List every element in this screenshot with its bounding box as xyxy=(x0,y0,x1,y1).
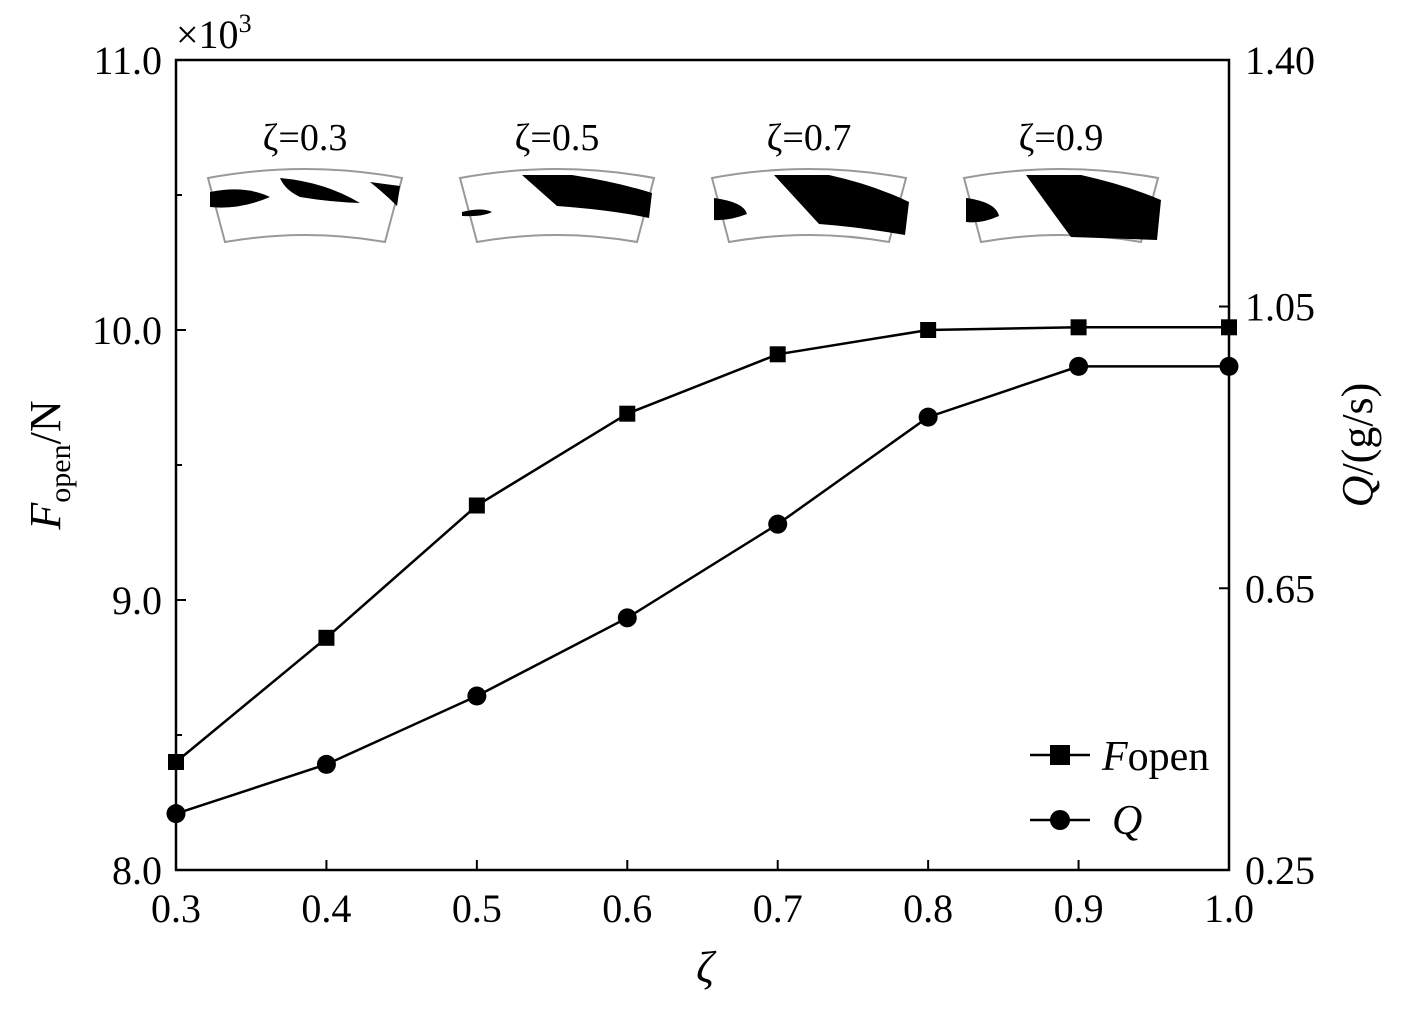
x-axis-title: ζ xyxy=(696,943,717,992)
inset-region xyxy=(966,198,999,223)
legend-q-label: Q xyxy=(1112,798,1142,844)
x-tick-label: 0.8 xyxy=(903,886,953,931)
y-right-tick-label: 1.40 xyxy=(1245,38,1315,83)
y-right-tick-label: 0.25 xyxy=(1245,848,1315,893)
inset-3: ζ=0.7 xyxy=(710,117,909,244)
y-left-tick-label: 11.0 xyxy=(93,38,162,83)
fopen-point xyxy=(920,322,937,338)
inset-4: ζ=0.9 xyxy=(962,117,1161,244)
legend-fopen-marker xyxy=(1050,745,1070,765)
q-point xyxy=(166,804,186,824)
x-tick-label: 0.4 xyxy=(301,886,351,931)
q-point xyxy=(467,686,487,706)
inset-2: ζ=0.5 xyxy=(458,117,656,244)
legend-fopen-label: Fopen xyxy=(1101,734,1209,780)
x-tick-label: 0.5 xyxy=(452,886,502,931)
series-line-fopen xyxy=(175,326,1229,763)
y-right-axis-title: Q/(g/s) xyxy=(1333,383,1382,508)
fopen-point xyxy=(619,405,636,422)
y-left-tick-label: 9.0 xyxy=(112,578,162,623)
inset-region xyxy=(280,178,360,203)
y-left-multiplier: ×103 xyxy=(176,9,252,57)
x-tick-label: 0.6 xyxy=(602,886,652,931)
inset-region xyxy=(210,189,270,208)
inset-region xyxy=(774,175,909,235)
inset-region xyxy=(714,198,747,221)
q-point xyxy=(617,608,637,628)
q-point xyxy=(1219,356,1239,376)
y-left-axis-title: Fopen/N xyxy=(21,400,77,530)
x-tick-label: 0.7 xyxy=(753,886,803,931)
fopen-point xyxy=(468,497,485,514)
fopen-point xyxy=(318,629,335,646)
inset-label: ζ=0.7 xyxy=(767,117,852,159)
y-left-tick-label: 10.0 xyxy=(92,308,162,353)
series-line-q xyxy=(175,365,1229,815)
q-point xyxy=(1069,356,1089,376)
field-insets: ζ=0.3 ζ=0.5 ζ=0.7 ζ=0.9 xyxy=(206,117,1161,244)
legend: Fopen Q xyxy=(1030,734,1209,844)
q-point xyxy=(918,407,938,427)
fopen-point xyxy=(168,754,184,770)
inset-region xyxy=(462,209,492,217)
legend-q-marker xyxy=(1050,810,1070,830)
x-tick-label: 1.0 xyxy=(1204,886,1254,931)
fopen-point xyxy=(1221,319,1237,336)
y-right-tick-label: 1.05 xyxy=(1245,285,1315,330)
inset-label: ζ=0.3 xyxy=(263,117,348,159)
data-series xyxy=(166,319,1239,824)
y-right-tick-label: 0.65 xyxy=(1245,566,1315,611)
inset-label: ζ=0.9 xyxy=(1019,117,1104,159)
y-left-tick-label: 8.0 xyxy=(112,848,162,893)
axis-ticks: 0.3 0.4 0.5 0.6 0.7 0.8 0.9 1.0 8.0 9.0 10.0 11.0 0.… xyxy=(92,38,1315,931)
fopen-point xyxy=(1070,319,1087,336)
inset-region xyxy=(370,182,400,206)
q-point xyxy=(316,754,336,774)
inset-sector xyxy=(206,168,404,244)
inset-region xyxy=(1026,175,1161,240)
inset-label: ζ=0.5 xyxy=(515,117,600,159)
x-tick-label: 0.9 xyxy=(1054,886,1104,931)
inset-1: ζ=0.3 xyxy=(206,117,404,244)
q-point xyxy=(768,514,788,534)
x-tick-label: 0.3 xyxy=(151,886,201,931)
inset-region xyxy=(522,175,652,218)
fopen-point xyxy=(769,346,786,363)
